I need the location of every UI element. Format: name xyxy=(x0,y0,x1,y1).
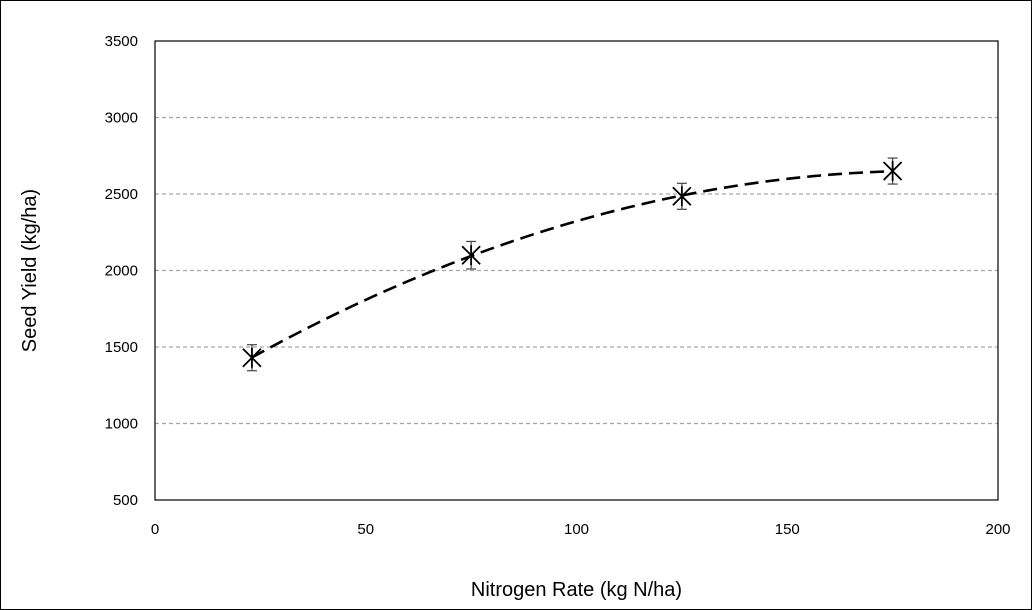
y-tick-label: 2500 xyxy=(105,186,138,203)
y-tick-label: 2000 xyxy=(105,263,138,280)
data-points xyxy=(242,157,903,372)
x-tick-label: 200 xyxy=(985,521,1010,538)
y-tick-label: 1000 xyxy=(105,416,138,433)
y-tick-label: 1500 xyxy=(105,339,138,356)
data-point xyxy=(672,182,692,210)
x-tick-label: 150 xyxy=(775,521,800,538)
y-axis-title: Seed Yield (kg/ha) xyxy=(19,189,41,352)
y-tick-label: 500 xyxy=(113,492,138,509)
x-axis-title: Nitrogen Rate (kg N/ha) xyxy=(471,579,682,601)
data-point xyxy=(882,157,903,185)
grid-lines xyxy=(155,116,998,425)
asterisk-marker xyxy=(461,245,481,266)
data-point xyxy=(461,240,481,270)
asterisk-marker xyxy=(672,186,692,207)
y-axis-tick-labels: 500 1000 1500 2000 2500 3000 3500 xyxy=(105,33,138,509)
x-tick-label: 0 xyxy=(151,521,159,538)
x-axis-tick-labels: 0 50 100 150 200 xyxy=(151,521,1011,538)
asterisk-marker xyxy=(242,347,262,368)
y-tick-label: 3000 xyxy=(105,110,138,127)
trendline xyxy=(251,170,893,359)
x-tick-label: 100 xyxy=(564,521,589,538)
data-point xyxy=(242,344,262,372)
plot-area xyxy=(154,40,999,501)
x-tick-label: 50 xyxy=(357,521,374,538)
asterisk-marker xyxy=(882,161,903,182)
y-tick-label: 3500 xyxy=(105,33,138,50)
